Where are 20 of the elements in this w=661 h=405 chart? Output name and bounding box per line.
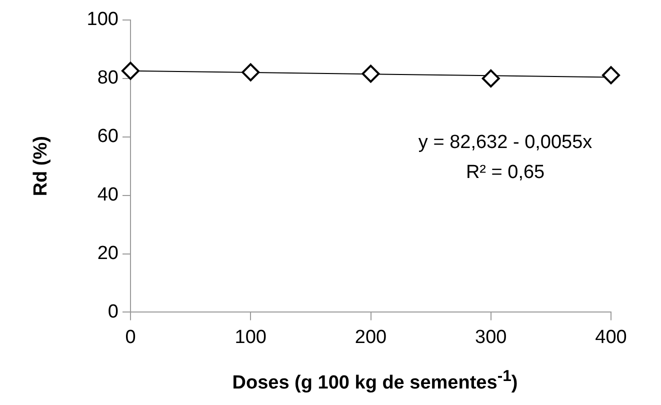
point — [602, 66, 620, 84]
x-tick-label: 100 — [234, 326, 266, 348]
y-tick-label: 20 — [97, 242, 118, 264]
point — [242, 63, 260, 82]
x-tick-label: 200 — [354, 326, 387, 348]
x-tick-label: 0 — [125, 326, 136, 348]
annotation: y = 82,632 - 0,0055x — [418, 132, 593, 153]
annotation: R² = 0,65 — [466, 162, 545, 183]
y-axis-title: Rd (%) — [30, 136, 52, 196]
point — [482, 69, 500, 88]
point — [362, 64, 380, 83]
y-tick-label: 80 — [97, 68, 118, 89]
x-axis-title: Doses (g 100 kg de sementes$^{-1}$) — [231, 368, 519, 394]
y-tick-label: 0 — [108, 301, 118, 322]
x-tick-label: 400 — [595, 326, 627, 348]
y-tick-label: 40 — [97, 184, 118, 206]
point — [122, 62, 140, 80]
y-tick-label: 100 — [86, 9, 118, 30]
y-tick-label: 60 — [97, 126, 118, 148]
x-tick-label: 300 — [475, 326, 507, 348]
